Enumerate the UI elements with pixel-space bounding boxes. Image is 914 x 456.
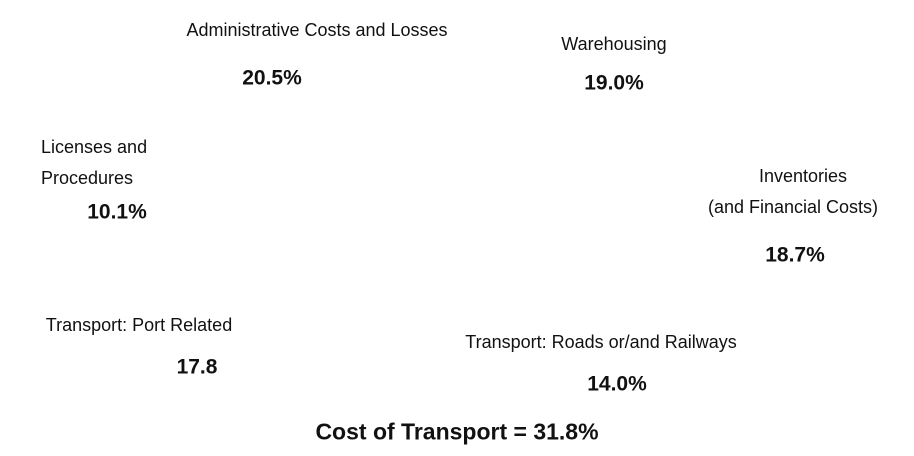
footer: Cost of Transport = 31.8% bbox=[315, 418, 599, 445]
label: Transport: Roads or/and Railways bbox=[465, 332, 737, 352]
value: 20.5% bbox=[242, 66, 302, 90]
value: 17.8 bbox=[176, 355, 218, 379]
value: 19.0% bbox=[584, 71, 644, 95]
label: Procedures bbox=[41, 168, 134, 188]
label: Inventories bbox=[758, 166, 848, 186]
value: 14.0% bbox=[587, 372, 647, 396]
label: Administrative Costs and Losses bbox=[186, 20, 448, 40]
label: Transport: Port Related bbox=[45, 315, 233, 335]
value: 18.7% bbox=[765, 243, 825, 267]
value: 10.1% bbox=[87, 200, 147, 224]
label: Warehousing bbox=[561, 34, 667, 54]
label: Licenses and bbox=[41, 137, 148, 157]
label: (and Financial Costs) bbox=[707, 197, 879, 217]
